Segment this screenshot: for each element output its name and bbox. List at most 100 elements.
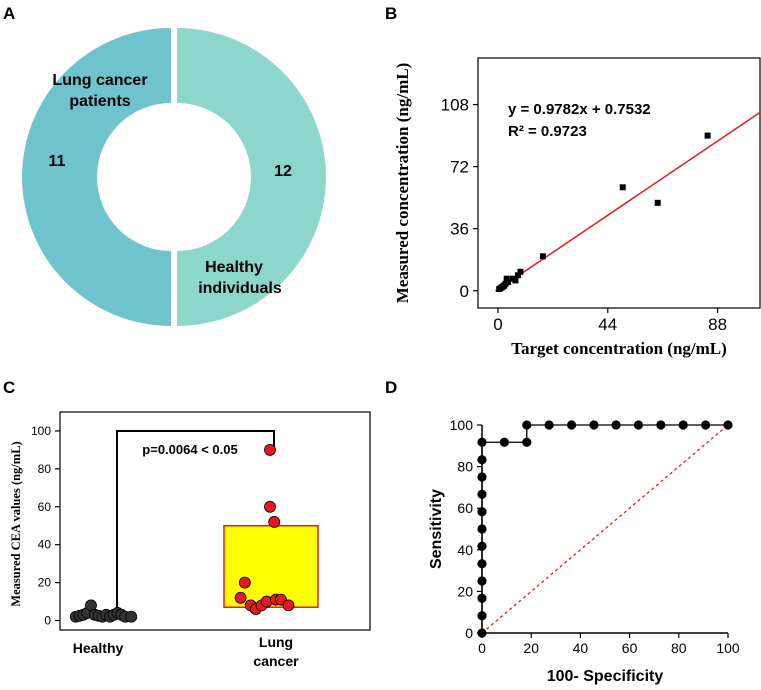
x-tick-label-b-1: 44 (598, 315, 617, 334)
x-tick-label-d-0: 0 (478, 640, 486, 656)
y-tick-label-d-3: 60 (457, 500, 473, 516)
x-category-lung-line1: Lung (259, 634, 293, 650)
roc-points (477, 420, 733, 638)
scatter-points-b (496, 132, 711, 293)
y-tick-label-d-5: 100 (450, 417, 474, 433)
slice-label-healthy-line2: individuals (198, 280, 282, 297)
plot-frame-c (59, 411, 371, 631)
data-point-b-9 (512, 277, 519, 284)
y-tick-label-d-4: 80 (457, 459, 473, 475)
roc-point-14 (522, 420, 532, 430)
roc-point-6 (477, 524, 487, 534)
group-points (69, 444, 295, 623)
fit-line (495, 111, 761, 292)
y-tick-label-c-4: 80 (38, 462, 52, 476)
data-point-b-7 (503, 275, 510, 282)
roc-point-23 (723, 420, 733, 430)
roc-point-5 (477, 541, 487, 551)
scatter-chart-c: 0 20 40 60 80 100 p=0.0064 < 0.05 Healthy Lun… (9, 411, 371, 669)
cancer-point-7 (264, 500, 276, 513)
x-tick-label-b-2: 88 (708, 315, 727, 334)
data-point-b-6 (504, 279, 511, 286)
slice-value-healthy: 12 (274, 163, 292, 180)
roc-point-21 (678, 420, 688, 430)
roc-point-18 (611, 420, 621, 430)
roc-point-16 (566, 420, 577, 430)
y-tick-label-c-1: 20 (38, 576, 52, 590)
roc-point-8 (477, 489, 487, 499)
x-ticks-d: 0 20 40 60 80 100 (478, 633, 740, 656)
y-tick-label-d-2: 40 (457, 542, 473, 558)
data-point-b-13 (619, 184, 626, 191)
panel-letter-a: A (3, 4, 15, 23)
roc-point-1 (477, 611, 487, 621)
panel-letter-d: D (385, 378, 397, 397)
roc-point-7 (477, 507, 487, 517)
x-axis-label-d: 100- Specificity (547, 668, 664, 685)
scatter-chart-b: 0 44 88 0 36 72 108 y = 0.9782x + 0.7532 R² =… (393, 57, 761, 358)
y-tick-label-d-1: 20 (457, 583, 473, 599)
x-tick-label-d-5: 100 (716, 640, 740, 656)
roc-point-13 (522, 437, 532, 447)
fit-equation: y = 0.9782x + 0.7532 (508, 101, 651, 118)
y-tick-label-c-2: 40 (38, 538, 52, 552)
x-ticks-b: 0 44 88 (493, 308, 727, 334)
roc-point-4 (477, 559, 487, 569)
plot-frame-b (477, 57, 761, 309)
y-tick-label-c-5: 100 (31, 424, 51, 438)
y-ticks-b: 0 36 72 108 (441, 96, 478, 301)
roc-point-22 (701, 420, 711, 430)
roc-point-15 (544, 420, 554, 430)
y-tick-label-b-0: 0 (460, 282, 469, 301)
y-ticks-c: 0 20 40 60 80 100 (31, 424, 60, 628)
x-tick-label-d-3: 60 (622, 640, 638, 656)
cancer-point-0 (234, 591, 247, 604)
cancer-point-6 (264, 444, 276, 456)
y-tick-label-c-0: 0 (44, 614, 51, 628)
roc-point-11 (477, 437, 487, 447)
x-tick-label-d-1: 20 (523, 640, 539, 656)
donut-slice-healthy (177, 28, 326, 326)
y-tick-label-b-2: 72 (450, 158, 469, 177)
slice-value-lung-cancer: 11 (49, 153, 66, 170)
roc-point-19 (633, 420, 644, 430)
roc-point-3 (477, 576, 487, 586)
panel-letter-c: C (3, 378, 15, 397)
y-axis-label-b: Measured concentration (ng/mL) (393, 63, 412, 304)
y-axis-label-d: Sensitivity (428, 489, 445, 569)
x-category-lung-line2: cancer (253, 653, 299, 669)
roc-chart: 0 20 40 60 80 100 0 20 40 60 80 100 100- Specifici… (428, 417, 740, 685)
cancer-point-11 (282, 599, 295, 612)
roc-point-17 (589, 420, 599, 430)
y-tick-label-b-1: 36 (450, 220, 469, 239)
y-tick-label-c-3: 60 (38, 500, 52, 514)
donut-slice-lung-cancer (22, 28, 171, 326)
data-point-b-10 (514, 272, 521, 279)
x-axis-label-b: Target concentration (ng/mL) (511, 339, 727, 358)
slice-label-healthy-line1: Healthy (205, 259, 263, 276)
panel-letter-b: B (385, 4, 397, 23)
roc-point-20 (656, 420, 666, 430)
data-point-b-15 (704, 132, 711, 139)
significance-bracket (116, 429, 275, 610)
reference-diagonal (481, 424, 729, 634)
slice-label-lung-cancer-line2: patients (69, 93, 130, 110)
data-point-b-11 (517, 268, 524, 275)
roc-point-9 (477, 472, 487, 482)
p-value: p=0.0064 < 0.05 (142, 442, 237, 457)
x-tick-label-b-0: 0 (493, 315, 502, 334)
cancer-point-8 (268, 516, 281, 528)
roc-point-2 (477, 593, 487, 603)
x-tick-label-d-2: 40 (573, 640, 589, 656)
donut-chart: Lung cancer patients 11 12 Healthy indiv… (22, 28, 326, 326)
r-squared: R² = 0.9723 (508, 123, 587, 140)
roc-point-12 (499, 437, 509, 447)
y-axis-label-c: Measured CEA values (ng/mL) (9, 441, 23, 606)
x-category-healthy: Healthy (73, 640, 124, 656)
y-tick-label-d-0: 0 (465, 625, 473, 641)
data-point-b-14 (654, 199, 661, 206)
data-point-b-12 (539, 253, 546, 260)
cancer-point-1 (238, 576, 251, 589)
roc-point-10 (477, 455, 487, 465)
